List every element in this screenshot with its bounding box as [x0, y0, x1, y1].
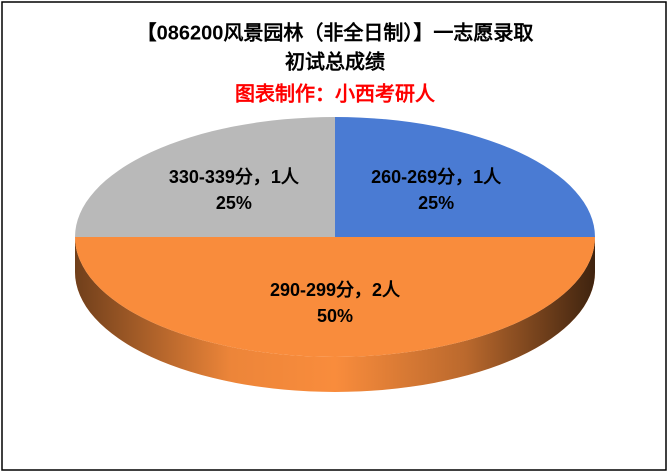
data-label: 25%	[418, 193, 454, 213]
slice	[75, 237, 595, 357]
chart-title: 【086200风景园林（非全日制）】一志愿录取	[137, 20, 534, 44]
data-label: 50%	[317, 306, 353, 326]
slice	[335, 117, 595, 237]
chart-subtitle: 图表制作：小西考研人	[235, 81, 436, 105]
slice-side-shade	[75, 237, 595, 392]
chart-title: 初试总成绩	[285, 49, 385, 73]
data-label: 290-299分，2人	[270, 280, 401, 300]
data-label: 330-339分，1人	[169, 167, 300, 187]
data-label: 25%	[216, 193, 252, 213]
data-label: 260-269分，1人	[371, 167, 502, 187]
slice	[75, 117, 335, 237]
